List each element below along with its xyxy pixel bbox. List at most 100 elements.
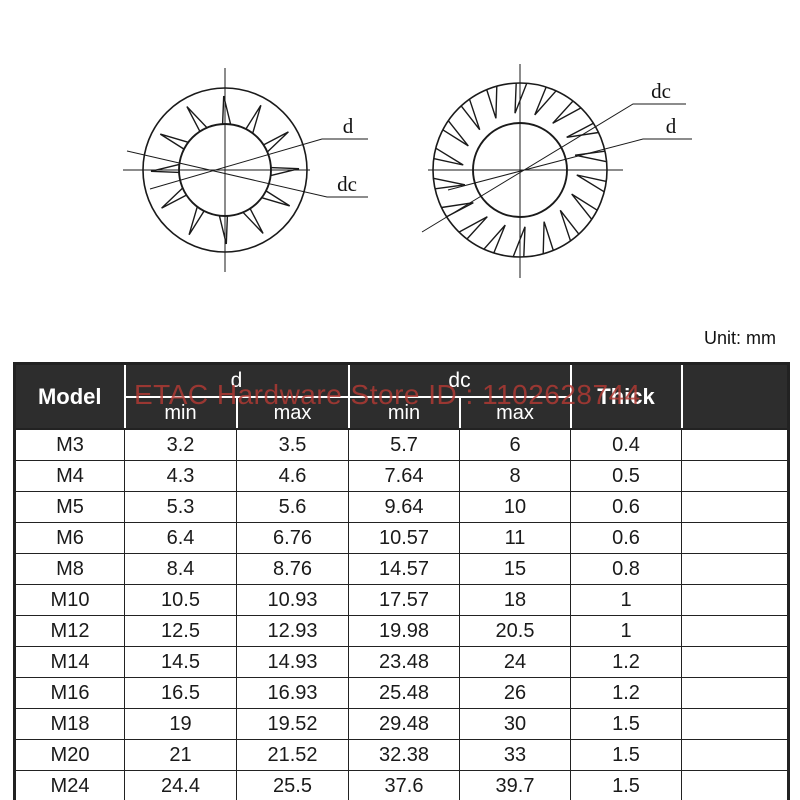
table-cell: 26 [459,677,571,709]
spec-table-body: M3 3.2 3.5 5.7 6 0.4 M4 4.3 4.6 7.64 8 0.5 M5 5.3 5.6 9… [14,428,789,800]
table-cell: 0.6 [570,491,682,523]
table-cell: 21 [124,739,237,771]
dimension-label-dc: dc [337,172,357,196]
table-cell: M8 [14,553,125,585]
serration-teeth [150,95,300,245]
header-model: Model [13,362,126,430]
header-dc-max: max [458,396,572,430]
dimension-label-dc: dc [651,79,671,103]
table-cell: 37.6 [348,770,460,800]
leader-lines [126,138,368,198]
table-cell: 1.2 [570,677,682,709]
spec-table-header: Model d dc Thick min max min max [13,362,790,430]
table-cell: 16.93 [236,677,349,709]
centerlines [428,64,623,278]
internal-tooth-washer-drawing: d dc [123,68,368,272]
table-row: M4 4.3 4.6 7.64 8 0.5 [14,460,789,492]
table-cell: 4.3 [124,460,237,492]
table-cell: 18 [459,584,571,616]
table-row: M3 3.2 3.5 5.7 6 0.4 [14,428,789,461]
external-tooth-washer-drawing: dc d [421,64,692,278]
table-cell: 6.76 [236,522,349,554]
table-cell: 8 [459,460,571,492]
table-cell: 5.7 [348,428,460,461]
spec-table: Model d dc Thick min max min max M3 3.2 3.… [13,362,790,800]
leader-dc [421,103,686,233]
header-dc: dc [347,362,572,398]
header-empty [680,362,790,430]
leader-lines [421,103,692,233]
table-cell: 3.5 [236,428,349,461]
unit-label: Unit: mm [704,328,776,348]
table-cell: 21.52 [236,739,349,771]
table-cell: 6.4 [124,522,237,554]
table-cell [681,646,789,678]
table-cell: 33 [459,739,571,771]
table-cell: M14 [14,646,125,678]
table-cell: 1.2 [570,646,682,678]
table-cell: M24 [14,770,125,800]
table-cell: 19 [124,708,237,740]
table-cell: 1.5 [570,770,682,800]
table-cell: 6 [459,428,571,461]
table-cell [681,491,789,523]
table-cell: 1.5 [570,739,682,771]
header-d-min: min [123,396,238,430]
table-row: M5 5.3 5.6 9.64 10 0.6 [14,491,789,523]
table-cell: M5 [14,491,125,523]
table-cell [681,584,789,616]
table-cell: 30 [459,708,571,740]
table-cell: M16 [14,677,125,709]
table-cell [681,708,789,740]
table-cell [681,770,789,800]
table-cell: 39.7 [459,770,571,800]
table-cell [681,522,789,554]
table-cell [681,739,789,771]
table-cell: 0.5 [570,460,682,492]
table-cell: 25.5 [236,770,349,800]
table-cell: 0.8 [570,553,682,585]
table-cell: 3.2 [124,428,237,461]
dimension-label-d: d [343,114,354,138]
header-thick: Thick [569,362,683,430]
table-row: M8 8.4 8.76 14.57 15 0.8 [14,553,789,585]
table-cell: 29.48 [348,708,460,740]
table-cell: 1 [570,615,682,647]
table-cell: 19.98 [348,615,460,647]
table-cell: 4.6 [236,460,349,492]
table-cell: 10.93 [236,584,349,616]
table-cell: 16.5 [124,677,237,709]
table-cell: 8.4 [124,553,237,585]
table-cell: 10 [459,491,571,523]
table-cell [681,615,789,647]
table-cell: 25.48 [348,677,460,709]
table-cell: 8.76 [236,553,349,585]
table-row: M18 19 19.52 29.48 30 1.5 [14,708,789,740]
table-cell: 12.5 [124,615,237,647]
table-row: M10 10.5 10.93 17.57 18 1 [14,584,789,616]
table-cell [681,677,789,709]
table-cell: 11 [459,522,571,554]
table-row: M14 14.5 14.93 23.48 24 1.2 [14,646,789,678]
dimension-label-d: d [666,114,677,138]
table-cell: M20 [14,739,125,771]
table-cell: 23.48 [348,646,460,678]
table-cell: 24.4 [124,770,237,800]
table-cell: 17.57 [348,584,460,616]
table-cell [681,553,789,585]
table-cell: M12 [14,615,125,647]
table-cell: 10.5 [124,584,237,616]
header-dc-min: min [347,396,461,430]
table-row: M16 16.5 16.93 25.48 26 1.2 [14,677,789,709]
header-d: d [123,362,350,398]
table-cell: 1.5 [570,708,682,740]
table-cell: M4 [14,460,125,492]
table-cell: 20.5 [459,615,571,647]
table-row: M20 21 21.52 32.38 33 1.5 [14,739,789,771]
table-cell: 32.38 [348,739,460,771]
table-row: M24 24.4 25.5 37.6 39.7 1.5 [14,770,789,800]
table-row: M6 6.4 6.76 10.57 11 0.6 [14,522,789,554]
header-d-max: max [235,396,350,430]
table-cell: 7.64 [348,460,460,492]
